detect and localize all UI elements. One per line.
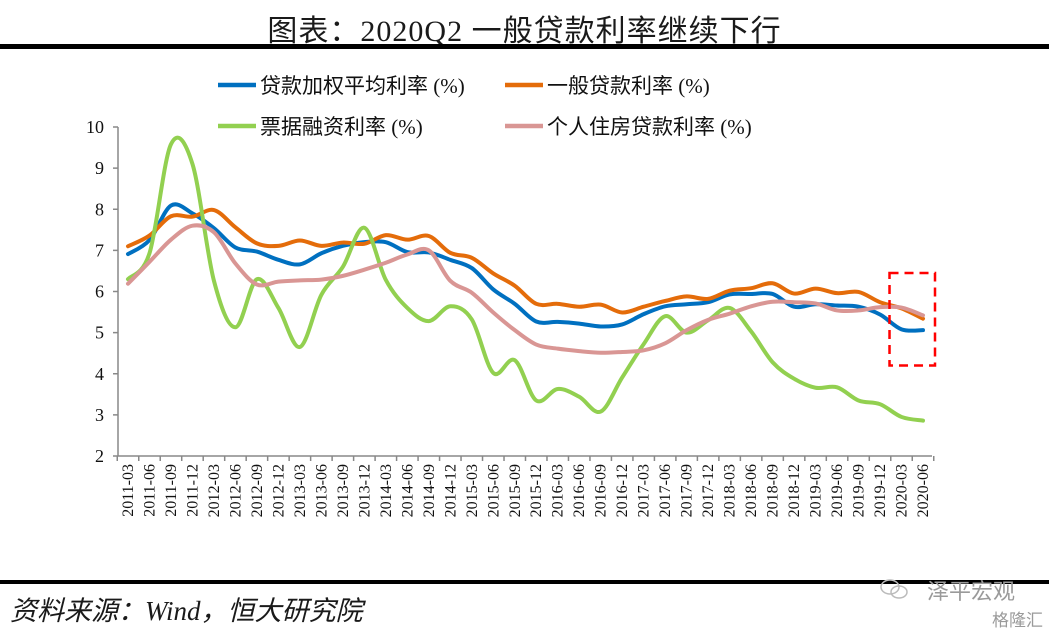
x-axis: 2011-03 2011-06 2011-09 2011-12 2012-03 2012-… [116, 455, 935, 517]
legend: 贷款加权平均利率 (%) 一般贷款利率 (%) 票据融资利率 (%) 个人住房贷款利率… [218, 74, 752, 139]
x-tick-label: 2013-06 [313, 464, 330, 517]
y-tick-label: 7 [95, 240, 104, 260]
y-tick-label: 3 [95, 405, 104, 425]
x-tick-label: 2016-12 [614, 464, 631, 517]
x-tick-label: 2019-03 [808, 464, 825, 517]
x-tick-label: 2017-03 [636, 464, 653, 517]
bottom-rule [0, 580, 1049, 584]
x-tick-label: 2012-12 [270, 464, 287, 517]
y-tick-label: 2 [95, 446, 104, 466]
x-tick-label: 2011-06 [141, 464, 158, 517]
series-line-1 [126, 207, 925, 321]
x-tick-label: 2018-06 [743, 464, 760, 517]
x-tick-label: 2018-12 [786, 464, 803, 517]
x-tick-label: 2014-06 [399, 464, 416, 517]
y-tick-label: 8 [95, 199, 104, 219]
legend-label-2: 票据融资利率 (%) [260, 115, 423, 139]
watermark-sub: 格隆汇 [992, 611, 1043, 631]
y-tick-label: 10 [86, 117, 104, 137]
y-tick-label: 4 [95, 364, 104, 384]
x-tick-label: 2013-12 [356, 464, 373, 517]
y-tick-label: 5 [95, 323, 104, 343]
series-line-3 [126, 223, 925, 355]
series-lines [126, 135, 925, 423]
wechat-icon [880, 579, 908, 599]
x-tick-label: 2018-03 [722, 464, 739, 517]
x-tick-label: 2013-03 [292, 464, 309, 517]
source-note: 资料来源：Wind，恒大研究院 [10, 596, 363, 626]
top-rule [0, 44, 1049, 49]
x-tick-label: 2020-03 [894, 464, 911, 517]
x-tick-label: 2017-12 [700, 464, 717, 517]
x-tick-label: 2014-12 [442, 464, 459, 517]
series-line-0 [126, 202, 925, 333]
x-tick-label: 2012-03 [206, 464, 223, 517]
x-tick-label: 2019-12 [872, 464, 889, 517]
x-tick-label: 2015-06 [485, 464, 502, 517]
x-tick-label: 2012-06 [227, 464, 244, 517]
chart-title: 图表：2020Q2 一般贷款利率继续下行 [267, 15, 782, 48]
x-tick-label: 2015-03 [464, 464, 481, 517]
x-tick-label: 2018-09 [765, 464, 782, 517]
x-tick-label: 2011-09 [163, 464, 180, 517]
watermark-brand: 泽平宏观 [926, 580, 1015, 605]
x-tick-label: 2014-03 [378, 464, 395, 517]
x-tick-label: 2015-12 [528, 464, 545, 517]
x-tick-label: 2014-09 [421, 464, 438, 517]
x-tick-label: 2017-09 [679, 464, 696, 517]
legend-label-1: 一般贷款利率 (%) [547, 74, 710, 98]
y-tick-label: 6 [95, 282, 104, 302]
series-line-2 [126, 135, 925, 423]
x-tick-label: 2016-09 [593, 464, 610, 517]
x-tick-label: 2013-09 [335, 464, 352, 517]
x-tick-label: 2017-06 [657, 464, 674, 517]
x-tick-label: 2016-03 [550, 464, 567, 517]
x-tick-label: 2016-06 [571, 464, 588, 517]
x-tick-label: 2012-09 [249, 464, 266, 517]
legend-label-0: 贷款加权平均利率 (%) [260, 74, 465, 98]
x-tick-label: 2011-12 [184, 464, 201, 517]
y-axis: 2 3 4 5 6 7 8 9 10 [86, 117, 119, 466]
x-tick-label: 2019-09 [851, 464, 868, 517]
x-tick-label: 2020-06 [915, 464, 932, 517]
legend-label-3: 个人住房贷款利率 (%) [547, 115, 752, 139]
x-tick-label: 2019-06 [829, 464, 846, 517]
y-tick-label: 9 [95, 158, 104, 178]
x-tick-label: 2015-09 [507, 464, 524, 517]
highlight-box [888, 271, 937, 367]
x-tick-label: 2011-03 [120, 464, 137, 517]
